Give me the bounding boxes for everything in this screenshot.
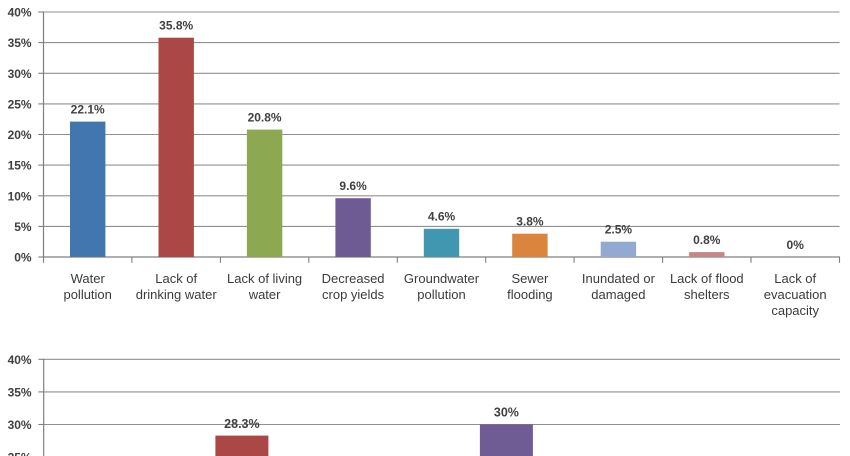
svg-text:30%: 30%: [8, 418, 32, 432]
svg-text:Lack of: Lack of: [155, 271, 197, 286]
svg-text:40%: 40%: [8, 6, 32, 20]
svg-text:5%: 5%: [14, 220, 32, 234]
svg-text:crop yields: crop yields: [322, 287, 385, 302]
svg-text:10%: 10%: [8, 189, 32, 203]
svg-text:pollution: pollution: [417, 287, 465, 302]
svg-text:9.6%: 9.6%: [339, 179, 367, 193]
svg-text:3.8%: 3.8%: [516, 215, 544, 229]
svg-text:damaged: damaged: [591, 287, 645, 302]
svg-text:35%: 35%: [8, 385, 32, 399]
svg-text:20%: 20%: [8, 128, 32, 142]
svg-text:30%: 30%: [8, 67, 32, 81]
svg-text:35.8%: 35.8%: [159, 19, 193, 33]
svg-text:15%: 15%: [8, 159, 32, 173]
svg-text:Lack of living: Lack of living: [227, 271, 302, 286]
svg-text:4.6%: 4.6%: [428, 210, 456, 224]
svg-text:25%: 25%: [8, 451, 32, 456]
svg-text:25%: 25%: [8, 97, 32, 111]
svg-text:Decreased: Decreased: [322, 271, 385, 286]
svg-text:20.8%: 20.8%: [248, 110, 282, 124]
svg-text:Sewer: Sewer: [511, 271, 549, 286]
svg-text:water: water: [248, 287, 281, 302]
svg-text:2.5%: 2.5%: [605, 223, 633, 237]
svg-text:40%: 40%: [8, 353, 32, 367]
svg-text:pollution: pollution: [63, 287, 111, 302]
svg-text:Inundated or: Inundated or: [582, 271, 656, 286]
svg-text:0.8%: 0.8%: [693, 233, 721, 247]
svg-text:Groundwater: Groundwater: [404, 271, 480, 286]
svg-text:flooding: flooding: [507, 287, 553, 302]
svg-text:0%: 0%: [14, 251, 32, 265]
svg-text:capacity: capacity: [771, 303, 819, 318]
svg-text:shelters: shelters: [684, 287, 730, 302]
svg-text:30%: 30%: [494, 405, 519, 419]
svg-text:drinking water: drinking water: [136, 287, 218, 302]
svg-text:35%: 35%: [8, 36, 32, 50]
svg-text:Lack of flood: Lack of flood: [670, 271, 744, 286]
svg-text:Lack of: Lack of: [774, 271, 816, 286]
svg-text:Water: Water: [71, 271, 106, 286]
svg-text:evacuation: evacuation: [764, 287, 827, 302]
svg-text:28.3%: 28.3%: [224, 417, 259, 431]
svg-text:22.1%: 22.1%: [71, 102, 105, 116]
svg-text:0%: 0%: [787, 238, 805, 252]
